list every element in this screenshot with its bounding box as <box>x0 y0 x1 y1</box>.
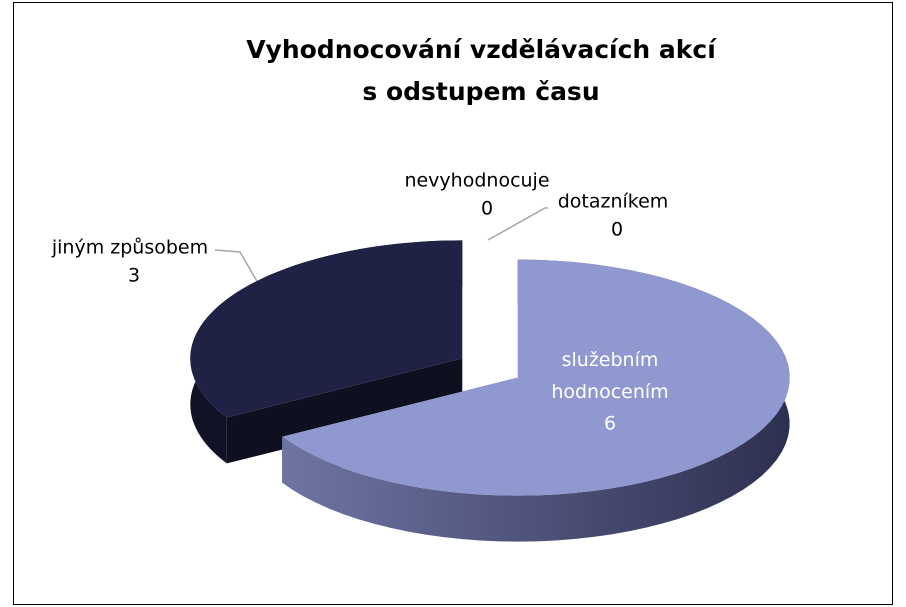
data-label-value: 0 <box>611 219 623 241</box>
leader-line <box>214 249 263 291</box>
data-label: služebním hodnocením <box>551 349 668 403</box>
data-label: dotazníkem <box>558 191 669 213</box>
slice-top <box>282 259 790 496</box>
chart-title: s odstupem času <box>362 77 599 106</box>
data-label-line: služebním <box>562 349 659 371</box>
slice <box>282 259 790 542</box>
data-label-line: hodnocením <box>551 381 668 403</box>
data-label-value: 6 <box>604 413 616 435</box>
slice-top <box>190 240 463 418</box>
data-label-value: 0 <box>481 198 493 220</box>
chart-title: Vyhodnocování vzdělávacích akcí <box>246 35 717 64</box>
leader-line <box>487 207 548 241</box>
pie <box>190 240 790 542</box>
data-label: jiným způsobem <box>51 237 208 259</box>
data-label: nevyhodnocuje <box>404 170 549 192</box>
data-label-value: 3 <box>128 265 140 287</box>
